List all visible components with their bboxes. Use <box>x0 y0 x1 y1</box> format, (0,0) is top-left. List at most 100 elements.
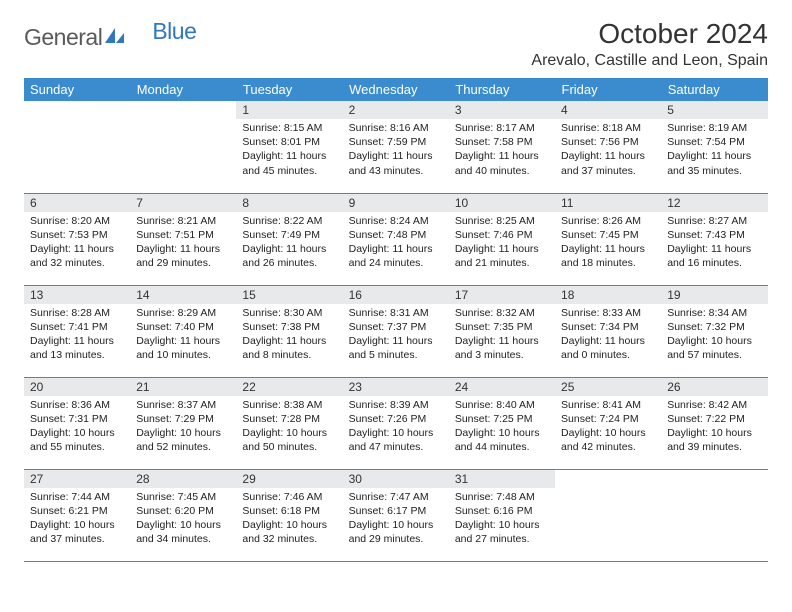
weekday-header: Sunday <box>24 78 130 101</box>
calendar-day-cell: 30Sunrise: 7:47 AMSunset: 6:17 PMDayligh… <box>343 469 449 561</box>
day-number: 30 <box>343 470 449 488</box>
day-details: Sunrise: 8:18 AMSunset: 7:56 PMDaylight:… <box>555 119 661 182</box>
calendar-day-cell: 6Sunrise: 8:20 AMSunset: 7:53 PMDaylight… <box>24 193 130 285</box>
day-number: 14 <box>130 286 236 304</box>
day-number: 5 <box>661 101 767 119</box>
day-details: Sunrise: 8:37 AMSunset: 7:29 PMDaylight:… <box>130 396 236 459</box>
calendar-day-cell <box>24 101 130 193</box>
calendar-week-row: 6Sunrise: 8:20 AMSunset: 7:53 PMDaylight… <box>24 193 768 285</box>
day-details: Sunrise: 8:33 AMSunset: 7:34 PMDaylight:… <box>555 304 661 367</box>
weekday-header: Saturday <box>661 78 767 101</box>
calendar-week-row: 20Sunrise: 8:36 AMSunset: 7:31 PMDayligh… <box>24 377 768 469</box>
calendar-day-cell: 14Sunrise: 8:29 AMSunset: 7:40 PMDayligh… <box>130 285 236 377</box>
day-details: Sunrise: 8:22 AMSunset: 7:49 PMDaylight:… <box>236 212 342 275</box>
calendar-table: Sunday Monday Tuesday Wednesday Thursday… <box>24 78 768 562</box>
calendar-day-cell: 1Sunrise: 8:15 AMSunset: 8:01 PMDaylight… <box>236 101 342 193</box>
calendar-day-cell: 27Sunrise: 7:44 AMSunset: 6:21 PMDayligh… <box>24 469 130 561</box>
calendar-day-cell: 16Sunrise: 8:31 AMSunset: 7:37 PMDayligh… <box>343 285 449 377</box>
day-number: 27 <box>24 470 130 488</box>
logo: General Blue <box>24 18 196 51</box>
day-number: 10 <box>449 194 555 212</box>
day-number: 6 <box>24 194 130 212</box>
day-details: Sunrise: 8:31 AMSunset: 7:37 PMDaylight:… <box>343 304 449 367</box>
day-details: Sunrise: 8:28 AMSunset: 7:41 PMDaylight:… <box>24 304 130 367</box>
calendar-day-cell: 28Sunrise: 7:45 AMSunset: 6:20 PMDayligh… <box>130 469 236 561</box>
day-number: 9 <box>343 194 449 212</box>
day-details: Sunrise: 7:45 AMSunset: 6:20 PMDaylight:… <box>130 488 236 551</box>
day-number: 31 <box>449 470 555 488</box>
weekday-header: Friday <box>555 78 661 101</box>
title-block: October 2024 Arevalo, Castille and Leon,… <box>531 18 768 70</box>
day-details: Sunrise: 8:21 AMSunset: 7:51 PMDaylight:… <box>130 212 236 275</box>
calendar-day-cell: 18Sunrise: 8:33 AMSunset: 7:34 PMDayligh… <box>555 285 661 377</box>
calendar-day-cell: 2Sunrise: 8:16 AMSunset: 7:59 PMDaylight… <box>343 101 449 193</box>
day-details: Sunrise: 8:20 AMSunset: 7:53 PMDaylight:… <box>24 212 130 275</box>
day-details: Sunrise: 8:29 AMSunset: 7:40 PMDaylight:… <box>130 304 236 367</box>
calendar-day-cell: 4Sunrise: 8:18 AMSunset: 7:56 PMDaylight… <box>555 101 661 193</box>
day-number: 4 <box>555 101 661 119</box>
day-number: 12 <box>661 194 767 212</box>
calendar-week-row: 1Sunrise: 8:15 AMSunset: 8:01 PMDaylight… <box>24 101 768 193</box>
header: General Blue October 2024 Arevalo, Casti… <box>24 18 768 70</box>
calendar-day-cell: 17Sunrise: 8:32 AMSunset: 7:35 PMDayligh… <box>449 285 555 377</box>
day-details: Sunrise: 8:32 AMSunset: 7:35 PMDaylight:… <box>449 304 555 367</box>
day-details: Sunrise: 8:39 AMSunset: 7:26 PMDaylight:… <box>343 396 449 459</box>
day-details: Sunrise: 8:26 AMSunset: 7:45 PMDaylight:… <box>555 212 661 275</box>
calendar-day-cell: 29Sunrise: 7:46 AMSunset: 6:18 PMDayligh… <box>236 469 342 561</box>
weekday-header: Monday <box>130 78 236 101</box>
calendar-day-cell: 22Sunrise: 8:38 AMSunset: 7:28 PMDayligh… <box>236 377 342 469</box>
day-details: Sunrise: 7:48 AMSunset: 6:16 PMDaylight:… <box>449 488 555 551</box>
calendar-day-cell: 24Sunrise: 8:40 AMSunset: 7:25 PMDayligh… <box>449 377 555 469</box>
calendar-day-cell: 3Sunrise: 8:17 AMSunset: 7:58 PMDaylight… <box>449 101 555 193</box>
day-details: Sunrise: 8:17 AMSunset: 7:58 PMDaylight:… <box>449 119 555 182</box>
day-details: Sunrise: 8:36 AMSunset: 7:31 PMDaylight:… <box>24 396 130 459</box>
day-number: 28 <box>130 470 236 488</box>
calendar-day-cell: 10Sunrise: 8:25 AMSunset: 7:46 PMDayligh… <box>449 193 555 285</box>
day-details: Sunrise: 8:27 AMSunset: 7:43 PMDaylight:… <box>661 212 767 275</box>
calendar-day-cell: 11Sunrise: 8:26 AMSunset: 7:45 PMDayligh… <box>555 193 661 285</box>
weekday-header-row: Sunday Monday Tuesday Wednesday Thursday… <box>24 78 768 101</box>
day-details: Sunrise: 7:47 AMSunset: 6:17 PMDaylight:… <box>343 488 449 551</box>
day-number: 21 <box>130 378 236 396</box>
day-number: 22 <box>236 378 342 396</box>
day-details: Sunrise: 8:40 AMSunset: 7:25 PMDaylight:… <box>449 396 555 459</box>
day-details: Sunrise: 8:38 AMSunset: 7:28 PMDaylight:… <box>236 396 342 459</box>
day-details: Sunrise: 8:30 AMSunset: 7:38 PMDaylight:… <box>236 304 342 367</box>
calendar-week-row: 13Sunrise: 8:28 AMSunset: 7:41 PMDayligh… <box>24 285 768 377</box>
location: Arevalo, Castille and Leon, Spain <box>531 52 768 70</box>
logo-text-general: General <box>24 24 102 51</box>
day-number: 24 <box>449 378 555 396</box>
day-number: 13 <box>24 286 130 304</box>
calendar-week-row: 27Sunrise: 7:44 AMSunset: 6:21 PMDayligh… <box>24 469 768 561</box>
weekday-header: Tuesday <box>236 78 342 101</box>
calendar-day-cell <box>661 469 767 561</box>
calendar-day-cell: 21Sunrise: 8:37 AMSunset: 7:29 PMDayligh… <box>130 377 236 469</box>
weekday-header: Thursday <box>449 78 555 101</box>
day-details: Sunrise: 7:44 AMSunset: 6:21 PMDaylight:… <box>24 488 130 551</box>
calendar-day-cell: 12Sunrise: 8:27 AMSunset: 7:43 PMDayligh… <box>661 193 767 285</box>
calendar-day-cell: 8Sunrise: 8:22 AMSunset: 7:49 PMDaylight… <box>236 193 342 285</box>
calendar-day-cell: 31Sunrise: 7:48 AMSunset: 6:16 PMDayligh… <box>449 469 555 561</box>
day-details: Sunrise: 8:15 AMSunset: 8:01 PMDaylight:… <box>236 119 342 182</box>
calendar-day-cell: 20Sunrise: 8:36 AMSunset: 7:31 PMDayligh… <box>24 377 130 469</box>
calendar-day-cell: 25Sunrise: 8:41 AMSunset: 7:24 PMDayligh… <box>555 377 661 469</box>
day-number: 2 <box>343 101 449 119</box>
day-number: 15 <box>236 286 342 304</box>
day-details: Sunrise: 7:46 AMSunset: 6:18 PMDaylight:… <box>236 488 342 551</box>
day-number: 18 <box>555 286 661 304</box>
day-number: 11 <box>555 194 661 212</box>
calendar-day-cell: 5Sunrise: 8:19 AMSunset: 7:54 PMDaylight… <box>661 101 767 193</box>
day-number: 23 <box>343 378 449 396</box>
day-details: Sunrise: 8:24 AMSunset: 7:48 PMDaylight:… <box>343 212 449 275</box>
day-details: Sunrise: 8:25 AMSunset: 7:46 PMDaylight:… <box>449 212 555 275</box>
day-number: 26 <box>661 378 767 396</box>
day-number: 29 <box>236 470 342 488</box>
calendar-day-cell: 7Sunrise: 8:21 AMSunset: 7:51 PMDaylight… <box>130 193 236 285</box>
day-number: 8 <box>236 194 342 212</box>
day-details: Sunrise: 8:41 AMSunset: 7:24 PMDaylight:… <box>555 396 661 459</box>
day-number: 20 <box>24 378 130 396</box>
weekday-header: Wednesday <box>343 78 449 101</box>
day-number: 7 <box>130 194 236 212</box>
logo-text-blue: Blue <box>152 18 196 45</box>
calendar-day-cell: 15Sunrise: 8:30 AMSunset: 7:38 PMDayligh… <box>236 285 342 377</box>
